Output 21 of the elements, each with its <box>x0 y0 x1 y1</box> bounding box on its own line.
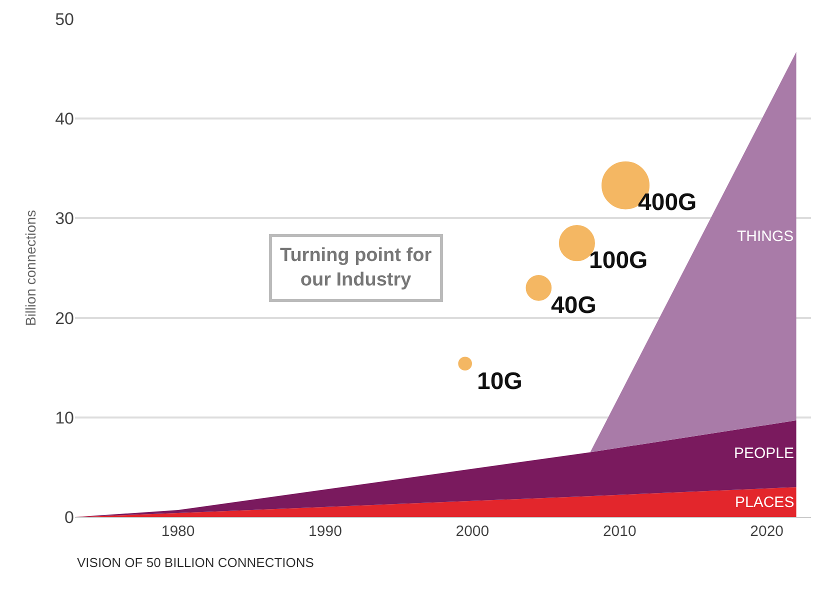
x-tick-label: 2000 <box>456 523 490 540</box>
series-label: THINGS <box>737 228 794 245</box>
x-tick-label: 2010 <box>602 523 636 540</box>
annotation: 100G <box>589 247 648 274</box>
annotation: 400G <box>638 189 697 216</box>
x-tick-label: 1980 <box>161 523 195 540</box>
x-tick-label: 2020 <box>750 523 784 540</box>
annotation: Turning point for our Industry <box>280 245 432 291</box>
annotation: 40G <box>551 292 596 319</box>
annotation: 10G <box>477 368 522 395</box>
y-tick-label: 0 <box>64 508 74 527</box>
y-tick-label: 20 <box>55 308 74 328</box>
y-tick-label: 50 <box>55 10 74 29</box>
y-axis-title: Billion connections <box>22 210 39 326</box>
series-label: PEOPLE <box>734 445 794 462</box>
y-tick-label: 40 <box>55 110 74 129</box>
y-tick-label: 30 <box>55 209 74 228</box>
y-tick-label: 10 <box>55 408 74 428</box>
text: VISION OF 50 BILLION CONNECTIONS <box>77 555 314 570</box>
x-tick-label: 1990 <box>308 523 342 540</box>
series-label: PLACES <box>735 494 794 511</box>
